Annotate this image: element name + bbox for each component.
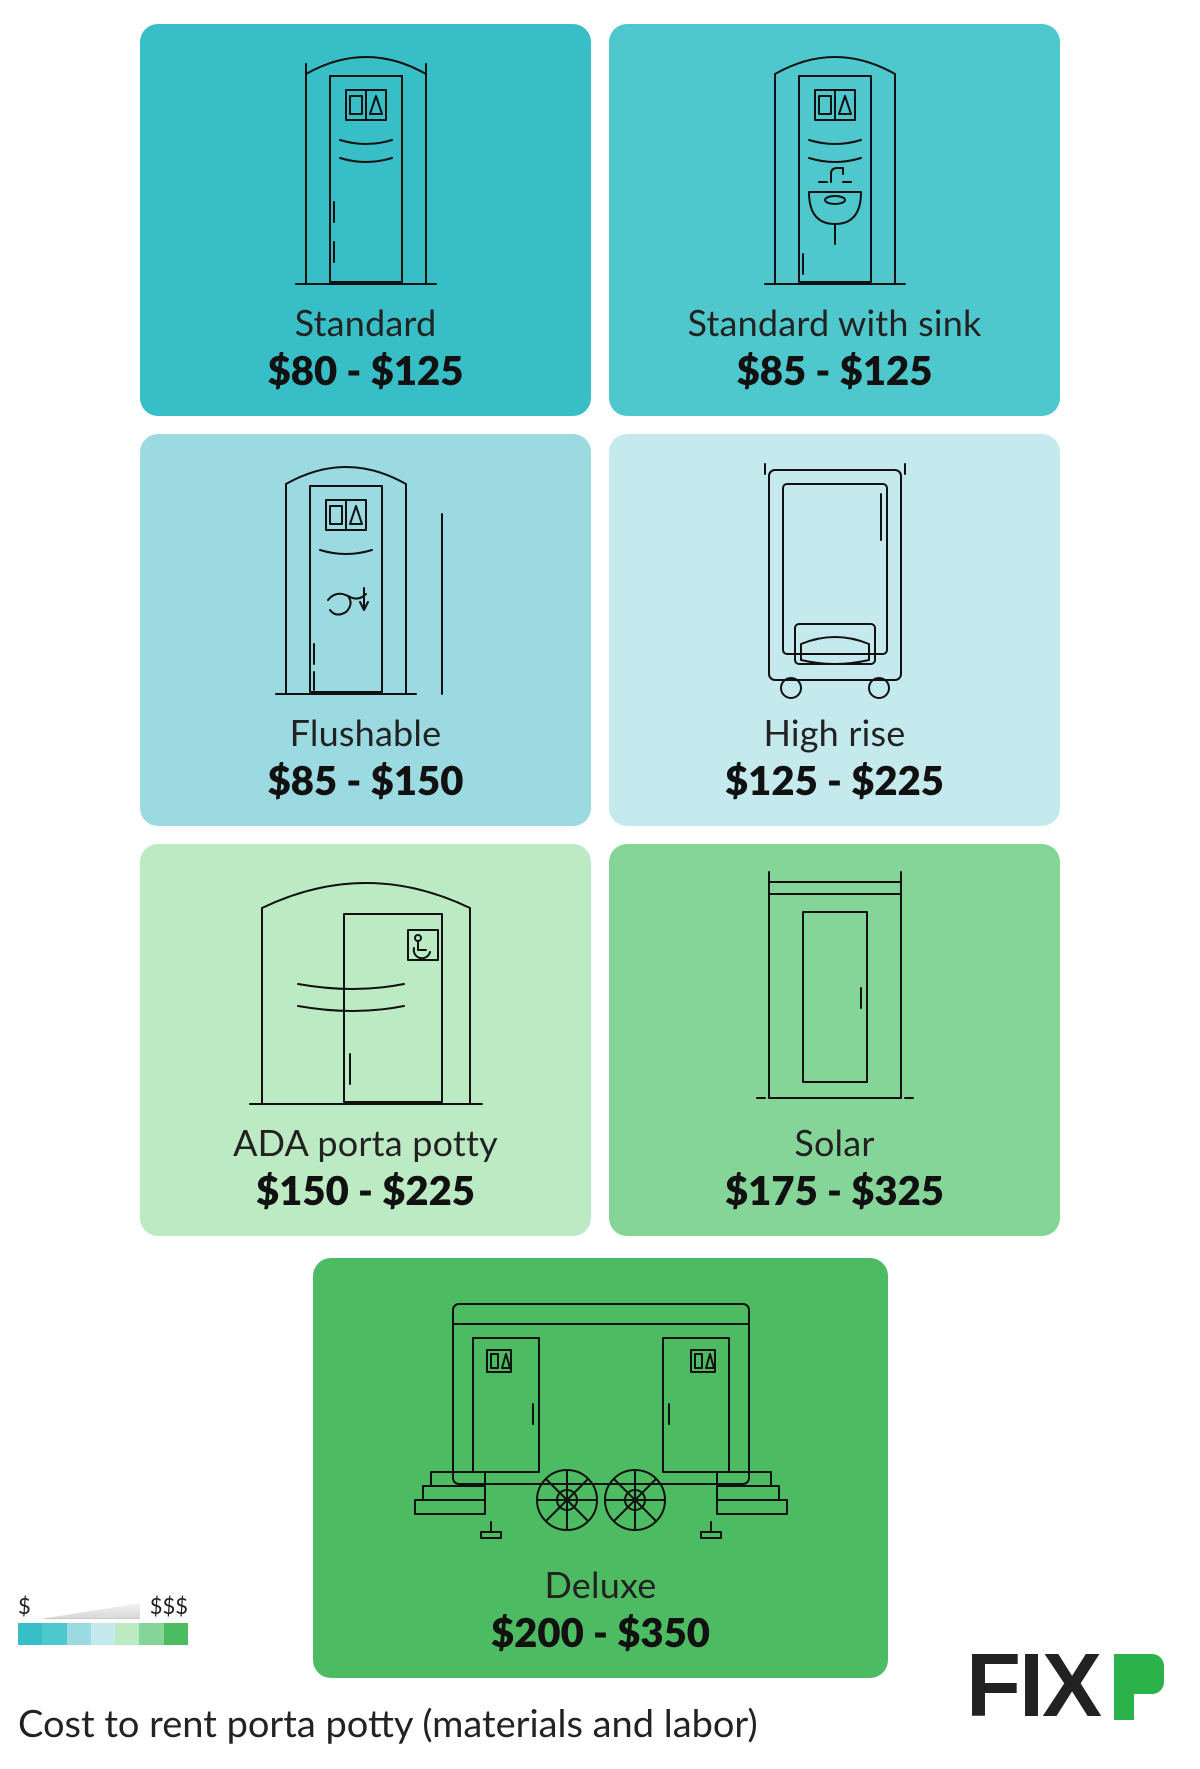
tile-price: $175 - $325 <box>725 1166 944 1214</box>
tile-flushable: Flushable $85 - $150 <box>140 434 591 826</box>
tile-price: $85 - $125 <box>737 346 933 394</box>
tile-label: Flushable <box>290 710 442 754</box>
legend-swatch <box>164 1623 188 1645</box>
tile-label: Standard <box>295 300 437 344</box>
legend-low: $ <box>18 1592 31 1619</box>
last-row: Deluxe $200 - $350 <box>313 1258 888 1678</box>
tiles-grid: Standard $80 - $125 Standard w <box>140 24 1060 1236</box>
legend-swatch <box>67 1623 91 1645</box>
high-rise-icon <box>619 444 1050 704</box>
legend-swatch <box>42 1623 66 1645</box>
ada-icon <box>150 854 581 1114</box>
tile-price: $200 - $350 <box>491 1608 710 1656</box>
deluxe-icon <box>323 1272 878 1556</box>
legend-high: $$$ <box>150 1592 188 1619</box>
legend-swatch <box>115 1623 139 1645</box>
standard-sink-icon <box>619 34 1050 294</box>
tile-price: $80 - $125 <box>268 346 464 394</box>
legend-swatches <box>18 1623 188 1645</box>
tile-deluxe: Deluxe $200 - $350 <box>313 1258 888 1678</box>
solar-icon <box>619 854 1050 1114</box>
tile-solar: Solar $175 - $325 <box>609 844 1060 1236</box>
legend-swatch <box>139 1623 163 1645</box>
tile-label: Standard with sink <box>687 300 981 344</box>
tile-label: Deluxe <box>544 1562 656 1606</box>
standard-icon <box>150 34 581 294</box>
tile-price: $150 - $225 <box>256 1166 475 1214</box>
legend-wedge <box>40 1603 140 1619</box>
infographic-caption: Cost to rent porta potty (materials and … <box>18 1700 758 1746</box>
flushable-icon <box>150 444 581 704</box>
tile-label: Solar <box>794 1120 874 1164</box>
tile-price: $125 - $225 <box>725 756 944 804</box>
tile-label: ADA porta potty <box>233 1120 498 1164</box>
tile-label: High rise <box>763 710 905 754</box>
brand-text: FIX <box>966 1635 1100 1738</box>
tile-high-rise: High rise $125 - $225 <box>609 434 1060 826</box>
tile-standard: Standard $80 - $125 <box>140 24 591 416</box>
cost-legend: $ $$$ <box>18 1592 188 1645</box>
brand-accent-icon <box>1104 1642 1174 1732</box>
tile-price: $85 - $150 <box>268 756 464 804</box>
legend-swatch <box>91 1623 115 1645</box>
brand-logo: FIX <box>966 1635 1174 1738</box>
tile-ada: ADA porta potty $150 - $225 <box>140 844 591 1236</box>
legend-swatch <box>18 1623 42 1645</box>
tile-standard-sink: Standard with sink $85 - $125 <box>609 24 1060 416</box>
